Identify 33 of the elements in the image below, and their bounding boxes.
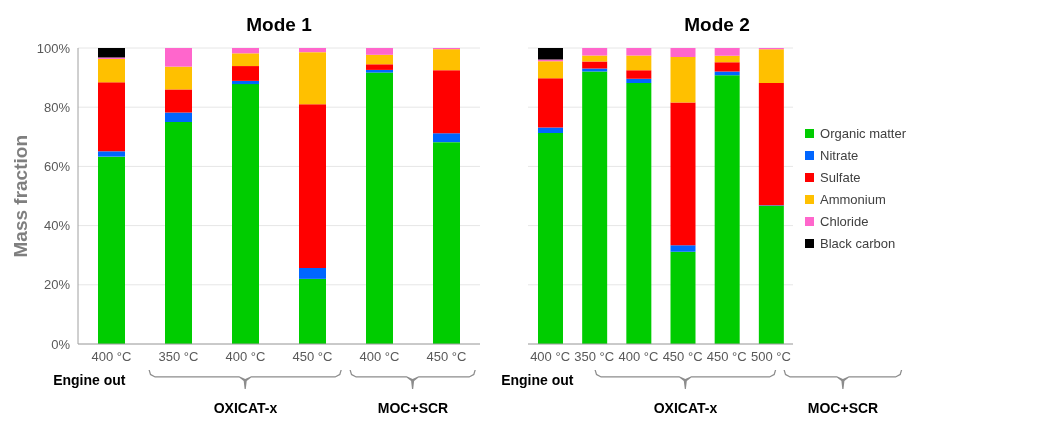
text: Engine out [501, 372, 574, 388]
legend-label: Nitrate [820, 147, 859, 163]
y-axis-title: Mass fraction [10, 134, 32, 258]
y-tick-label: 100% [36, 40, 71, 56]
x-tick-label: 450 °C [426, 349, 467, 365]
legend-label: Sulfate [820, 169, 861, 185]
x-tick-label: 400 °C [618, 349, 659, 365]
x-tick-label: 450 °C [292, 349, 333, 365]
y-tick-label: 60% [43, 159, 71, 175]
chart-title: Mode 2 [683, 14, 751, 36]
chart-title: Mode 1 [245, 14, 313, 36]
x-tick-label: 400 °C [91, 349, 132, 365]
legend-label: Black carbon [820, 235, 896, 251]
text: Engine out [53, 372, 126, 388]
legend-label: Organic matter [820, 125, 906, 141]
legend-label: Ammonium [820, 191, 886, 207]
x-tick-label: 500 °C [750, 349, 791, 365]
text: MOC+SCR [807, 400, 879, 416]
y-tick-label: 20% [43, 277, 71, 293]
text: MOC+SCR [377, 400, 449, 416]
x-tick-label: 400 °C [359, 349, 400, 365]
x-tick-label: 400 °C [225, 349, 266, 365]
x-tick-label: 350 °C [574, 349, 615, 365]
x-tick-label: 350 °C [158, 349, 199, 365]
legend-label: Chloride [820, 213, 869, 229]
x-tick-label: 400 °C [530, 349, 571, 365]
y-tick-label: 80% [43, 99, 71, 115]
text: OXICAT-x [213, 400, 278, 416]
x-tick-label: 450 °C [662, 349, 703, 365]
text: OXICAT-x [653, 400, 718, 416]
y-tick-label: 0% [51, 336, 71, 352]
x-tick-label: 450 °C [706, 349, 747, 365]
y-tick-label: 40% [43, 218, 71, 234]
